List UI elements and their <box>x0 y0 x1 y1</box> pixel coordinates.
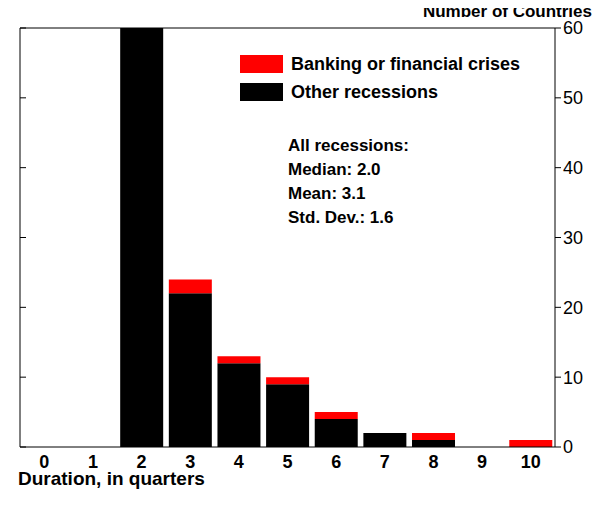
svg-text:9: 9 <box>477 452 487 472</box>
svg-text:10: 10 <box>521 452 541 472</box>
html-text:Other recessions: Other recessions <box>291 81 439 102</box>
svg-text:2: 2 <box>136 451 147 472</box>
svg-text:20: 20 <box>563 298 583 318</box>
html-text:Number of Countries: Number of Countries <box>422 2 592 21</box>
svg-text:50: 50 <box>563 88 583 108</box>
svg-text:1: 1 <box>87 451 98 472</box>
html-text:Median: 2.0: Median: 2.0 <box>288 160 381 179</box>
svg-text:4: 4 <box>234 452 244 472</box>
svg-text:7: 7 <box>380 452 390 472</box>
svg-text:6: 6 <box>331 452 341 472</box>
svg-text:0: 0 <box>563 437 573 457</box>
svg-text:30: 30 <box>563 228 583 248</box>
svg-text:40: 40 <box>563 158 583 178</box>
svg-text:10: 10 <box>563 368 583 388</box>
svg-text:3: 3 <box>185 451 196 472</box>
svg-text:60: 60 <box>563 18 583 38</box>
svg-text:0: 0 <box>39 451 50 472</box>
svg-text:5: 5 <box>282 452 292 472</box>
html-text:Duration, in quarters: Duration, in quarters <box>18 468 205 489</box>
html-text:Std. Dev.: 1.6: Std. Dev.: 1.6 <box>288 208 394 227</box>
svg-text:8: 8 <box>428 452 438 472</box>
html-text:Mean: 3.1: Mean: 3.1 <box>288 184 366 203</box>
html-text:All recessions:: All recessions: <box>288 136 409 155</box>
html-text:Banking or financial crises: Banking or financial crises <box>291 53 521 74</box>
